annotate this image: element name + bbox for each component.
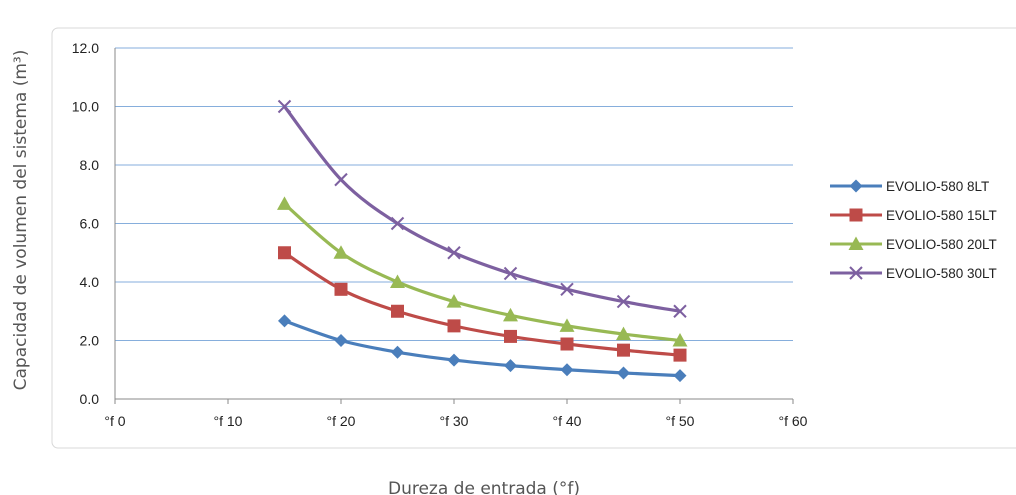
data-point (390, 216, 405, 231)
data-point (278, 246, 291, 260)
data-point (559, 318, 575, 332)
legend-label: EVOLIO-580 30LT (886, 266, 997, 281)
x-tick-label: °f 0 (104, 413, 125, 429)
data-point (616, 326, 631, 341)
data-point (447, 353, 461, 367)
data-point (446, 294, 462, 308)
legend-entry: EVOLIO-580 15LT (830, 208, 997, 223)
legend: EVOLIO-580 8LT EVOLIO-580 15LT EVOLIO-580 … (830, 179, 997, 281)
y-axis-title: Capacidad de volumen del sistema (m³) (11, 50, 31, 391)
legend-label: EVOLIO-580 8LT (886, 179, 989, 194)
data-point (617, 343, 630, 357)
x-tick-label: °f 10 (214, 413, 243, 429)
y-tick-label: 6.0 (80, 216, 100, 232)
y-tick-label: 4.0 (80, 274, 100, 290)
x-axis-title: Dureza de entrada (°f) (388, 479, 580, 495)
series-2 (278, 246, 687, 362)
chart-area-frame (51, 27, 1016, 449)
data-point (390, 274, 405, 288)
data-point (672, 333, 688, 347)
data-point (504, 329, 517, 343)
series-4 (277, 99, 687, 318)
legend-entry: EVOLIO-580 8LT (830, 179, 989, 194)
series-3 (277, 196, 688, 347)
y-tick-label: 2.0 (80, 333, 100, 349)
x-tick-label: °f 40 (553, 413, 582, 429)
data-point (560, 363, 574, 377)
legend-marker (849, 266, 863, 280)
data-point (334, 172, 348, 187)
data-point (447, 246, 461, 260)
gridlines (114, 47, 793, 400)
y-tick-label: 12.0 (72, 40, 99, 56)
data-point (334, 334, 348, 347)
data-point (504, 359, 517, 373)
x-tick-label: °f 60 (779, 413, 808, 429)
data-point (503, 266, 518, 281)
legend-entry: EVOLIO-580 20LT (830, 236, 997, 252)
data-point (447, 319, 461, 333)
data-point (277, 196, 292, 210)
y-tick-label: 8.0 (80, 157, 100, 173)
data-point (673, 348, 687, 362)
legend-marker (848, 236, 864, 250)
x-tick-label: °f 30 (440, 413, 469, 429)
data-point (391, 345, 404, 359)
data-point (277, 99, 292, 114)
data-point (503, 307, 518, 322)
data-point (334, 282, 348, 296)
legend-entry: EVOLIO-580 30LT (830, 266, 997, 281)
data-point (560, 282, 574, 297)
data-point (673, 369, 687, 383)
data-point (617, 366, 630, 380)
series-1 (278, 314, 687, 383)
y-tick-label: 0.0 (80, 391, 100, 407)
series-group (277, 99, 688, 383)
x-tick-label: °f 20 (327, 413, 356, 429)
legend-label: EVOLIO-580 20LT (886, 237, 997, 252)
legend-label: EVOLIO-580 15LT (886, 208, 997, 223)
data-point (278, 314, 291, 328)
legend-marker (849, 179, 863, 193)
data-point (616, 294, 631, 309)
data-point (673, 304, 687, 318)
data-point (560, 337, 574, 351)
y-axis-ticks: 0.0 2.0 4.0 6.0 8.0 10.0 12.0 (72, 40, 99, 407)
data-point (333, 245, 349, 259)
data-point (391, 304, 404, 318)
legend-marker (849, 208, 863, 222)
x-axis-ticks: °f 0 °f 10 °f 20 °f 30 °f 40 °f 50 °f 60 (104, 399, 808, 429)
y-tick-label: 10.0 (72, 99, 99, 115)
x-tick-label: °f 50 (666, 413, 695, 429)
